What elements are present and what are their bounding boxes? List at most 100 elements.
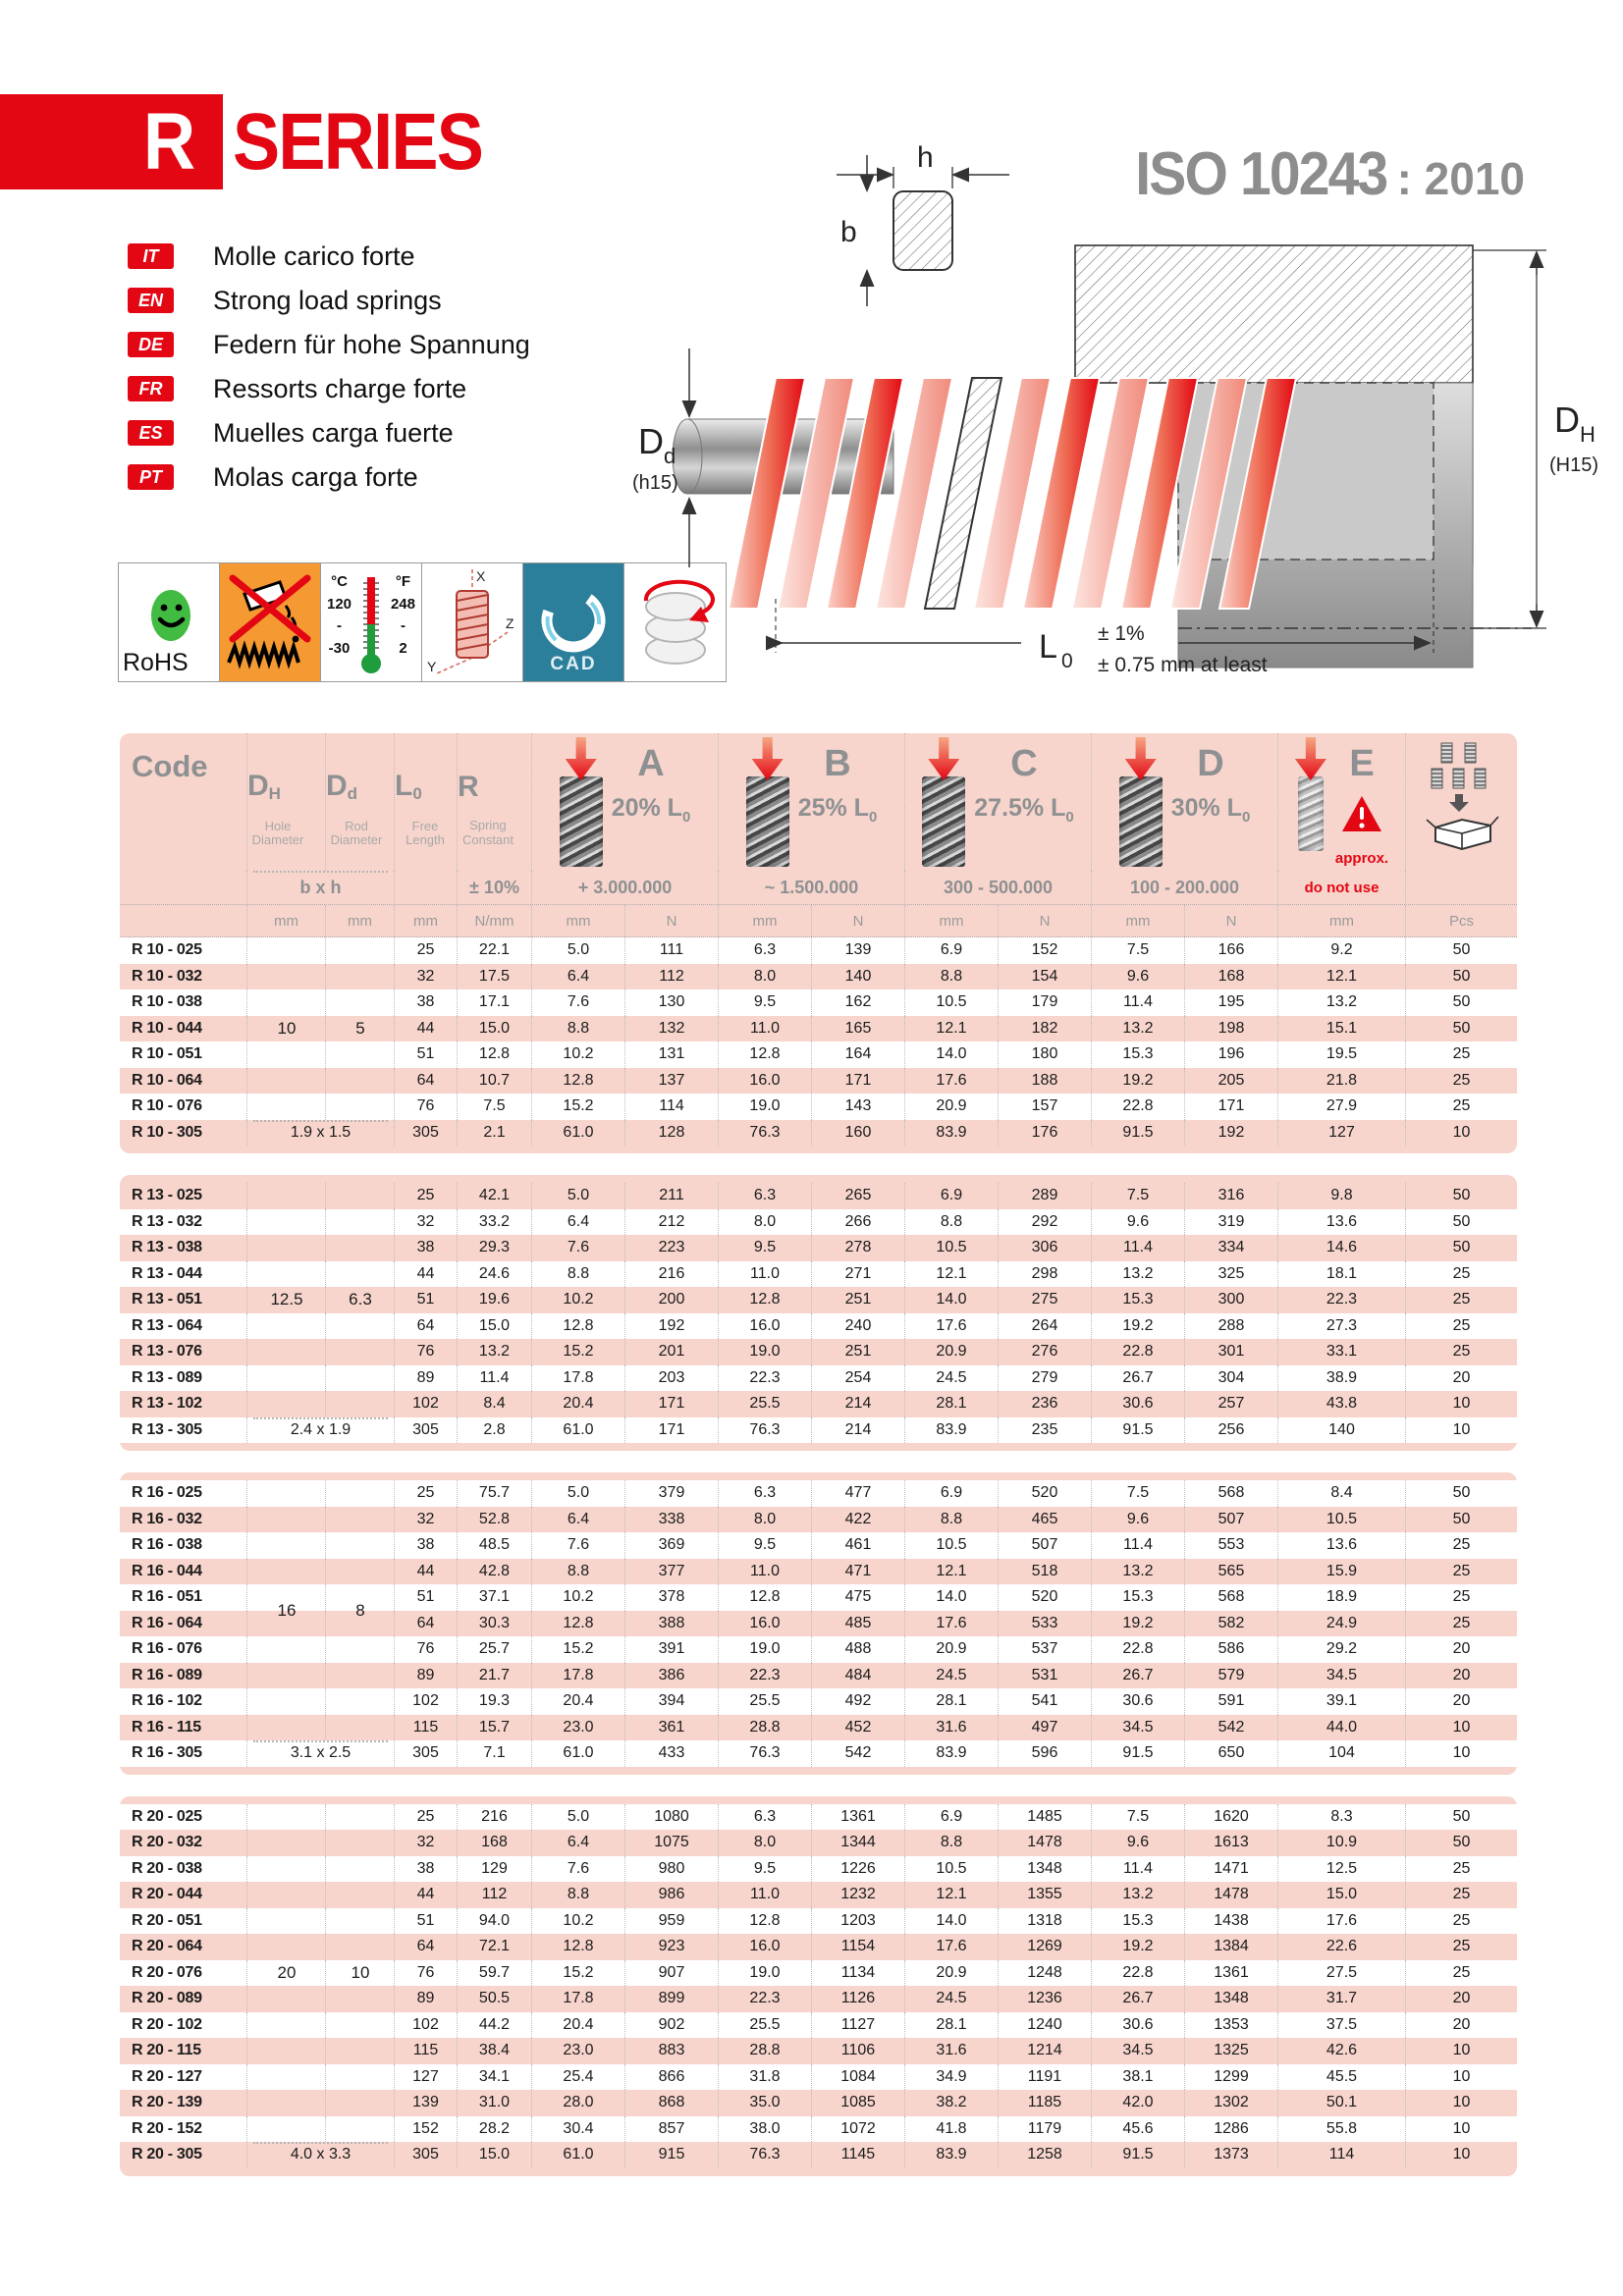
l0-description: Free Length [406,818,445,848]
language-item: IT Molle carico forte [128,241,530,271]
rohs-label: RoHS [123,649,189,676]
row-code: R 20 - 032 [120,1830,247,1856]
dim-dd-label: D [638,421,664,461]
value-cell: 25 [1452,1071,1471,1089]
value-cell: 19.5 [1278,1041,1406,1068]
dim-l0 [766,569,1434,653]
standard-reference: ISO 10243 : 2010 [1113,139,1525,209]
value-cell: 13.6 [1278,1532,1406,1559]
value-cell: 76.3 [719,2142,812,2168]
standard-name: ISO 10243 [1135,140,1388,208]
value-cell: 391 [625,1636,719,1663]
value-cell: 12.1 [905,1558,999,1584]
value-cell: 18.9 [1278,1584,1406,1611]
value-cell: 1299 [1185,2063,1278,2090]
dd-cell [326,989,395,1016]
value-cell: 279 [999,1364,1092,1391]
value-cell: 542 [1185,1714,1278,1740]
value-cell: 18.1 [1278,1260,1406,1287]
value-cell: 216 [458,1803,532,1830]
value-cell: 316 [1185,1183,1278,1209]
value-cell: 28.0 [532,2090,625,2116]
value-cell: 13.2 [1278,989,1406,1016]
value-cell: 1214 [999,2038,1092,2064]
dd-cell [326,1882,395,1908]
value-cell: 361 [625,1714,719,1740]
unit-label: mm [532,905,625,936]
dd-cell [326,1015,395,1041]
card-gap [120,1775,1517,1796]
value-cell: 22.3 [719,1986,812,2012]
value-cell: 160 [812,1119,905,1146]
value-cell: 12.8 [719,1584,812,1611]
value-cell: 35.0 [719,2090,812,2116]
warning-triangle-icon [1340,794,1383,838]
bxh-label: b x h [247,871,395,904]
value-cell: 1471 [1185,1855,1278,1882]
value-cell: 1258 [999,2142,1092,2168]
celsius-dash: - [337,617,343,634]
language-label: Molle carico forte [213,240,415,271]
value-cell: 25 [1452,1264,1471,1282]
row-code: R 13 - 044 [120,1260,247,1287]
value-cell: 38.2 [905,2090,999,2116]
value-cell: 72.1 [458,1934,532,1960]
dim-l0-sub: 0 [1061,650,1073,672]
value-cell: 25 [1452,1963,1471,1981]
value-cell: 102 [395,2011,458,2038]
value-cell: 76.3 [719,1740,812,1767]
value-cell: 319 [1185,1208,1278,1235]
value-cell: 433 [625,1740,719,1767]
value-cell: 1106 [812,2038,905,2064]
unit-label: N [999,905,1092,936]
value-cell: 10 [1452,1123,1471,1141]
value-cell: 212 [625,1208,719,1235]
value-cell: 12.1 [1278,963,1406,989]
fahrenheit-max: 248 [390,595,415,613]
value-cell: 20.4 [532,2011,625,2038]
value-cell: 89 [395,1986,458,2012]
unit-label: mm [719,905,812,936]
value-cell: 27.5 [1278,1959,1406,1986]
value-cell: 15.9 [1278,1558,1406,1584]
value-cell: 34.9 [905,2063,999,2090]
row-code: R 20 - 051 [120,1907,247,1934]
value-cell: 25 [1452,1588,1471,1606]
value-cell: 26.7 [1092,1986,1185,2012]
group-letter: D [1197,743,1224,784]
value-cell: 131 [625,1041,719,1068]
value-cell: 24.5 [905,1662,999,1688]
arrow-spring-stack [922,737,966,867]
dd-cell [326,1208,395,1235]
dd-cell [326,2038,395,2064]
value-cell: 28.2 [458,2115,532,2142]
table-row: R 20 - 102 102 44.2 20.4 902 25.5 1127 28.1 1240… [120,2011,1517,2038]
value-cell: 14.0 [905,1584,999,1611]
dh-cell [247,1067,326,1094]
row-code: R 10 - 038 [120,989,247,1016]
value-cell: 196 [1185,1041,1278,1068]
dd-cell [326,963,395,989]
value-cell: 50 [1452,1239,1471,1256]
block-rows: R 16 - 025 25 75.7 5.0 379 6.3 477 6.9 520 7.5 568… [120,1480,1517,1767]
value-cell: 568 [1185,1480,1278,1507]
dh-cell [247,2115,326,2142]
value-cell: 50 [1452,967,1471,985]
value-cell: 6.4 [532,963,625,989]
value-cell: 1080 [625,1803,719,1830]
value-cell: 10 [1452,2067,1471,2085]
value-cell: 21.8 [1278,1067,1406,1094]
value-cell: 50 [1452,1807,1471,1825]
axis-x-label: X [476,568,486,584]
value-cell: 251 [812,1339,905,1365]
row-code: R 10 - 064 [120,1067,247,1094]
value-cell: 1248 [999,1959,1092,1986]
value-cell: 10 [1452,1744,1471,1762]
value-cell: 216 [625,1260,719,1287]
catalog-table: Code DH Hole Diameter Dd Rod Diameter L0 Free … [120,733,1517,2176]
value-cell: 7.5 [1092,937,1185,964]
celsius-min: -30 [328,639,351,657]
unit-label: mm [247,905,326,936]
group-deflection-sub: 0 [1065,809,1074,826]
value-cell: 15.3 [1092,1584,1185,1611]
